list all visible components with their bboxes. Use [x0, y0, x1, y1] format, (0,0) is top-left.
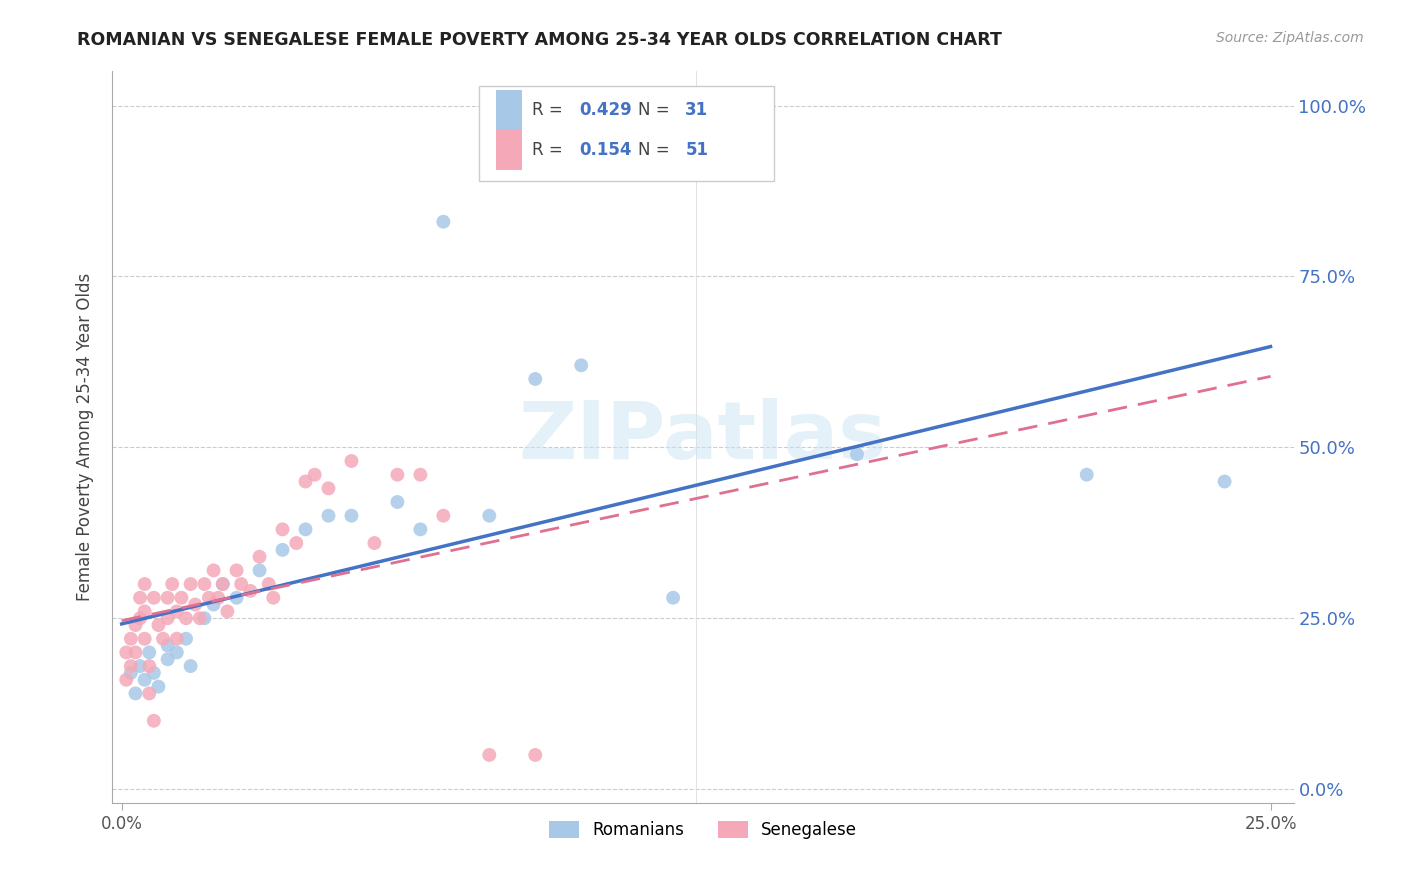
- Point: [129, 659, 152, 673]
- Text: Source: ZipAtlas.com: Source: ZipAtlas.com: [1216, 31, 1364, 45]
- Point: [271, 522, 294, 536]
- Point: [156, 652, 179, 666]
- FancyBboxPatch shape: [496, 90, 522, 130]
- Point: [129, 611, 152, 625]
- Text: R =: R =: [531, 101, 568, 120]
- Point: [160, 577, 183, 591]
- Point: [1213, 475, 1236, 489]
- Point: [340, 454, 363, 468]
- Point: [225, 591, 247, 605]
- Point: [294, 475, 316, 489]
- Point: [134, 673, 156, 687]
- Text: ROMANIAN VS SENEGALESE FEMALE POVERTY AMONG 25-34 YEAR OLDS CORRELATION CHART: ROMANIAN VS SENEGALESE FEMALE POVERTY AM…: [77, 31, 1002, 49]
- Point: [148, 618, 170, 632]
- Point: [138, 659, 160, 673]
- Point: [569, 359, 592, 373]
- Point: [166, 632, 188, 646]
- Point: [217, 604, 239, 618]
- Point: [231, 577, 253, 591]
- Point: [115, 645, 138, 659]
- Text: 0.429: 0.429: [579, 101, 631, 120]
- Point: [148, 680, 170, 694]
- FancyBboxPatch shape: [496, 129, 522, 169]
- Legend: Romanians, Senegalese: Romanians, Senegalese: [543, 814, 863, 846]
- Point: [387, 495, 409, 509]
- Point: [138, 645, 160, 659]
- Point: [120, 665, 142, 680]
- Point: [318, 481, 340, 495]
- Point: [202, 598, 225, 612]
- Point: [134, 604, 156, 618]
- Point: [202, 563, 225, 577]
- Point: [1076, 467, 1098, 482]
- Point: [294, 522, 316, 536]
- Point: [211, 577, 233, 591]
- Point: [166, 645, 188, 659]
- Point: [249, 563, 271, 577]
- Point: [120, 659, 142, 673]
- Text: N =: N =: [638, 101, 675, 120]
- Point: [257, 577, 280, 591]
- FancyBboxPatch shape: [478, 86, 773, 181]
- Text: N =: N =: [638, 141, 675, 159]
- Point: [198, 591, 221, 605]
- Point: [524, 372, 547, 386]
- Point: [138, 686, 160, 700]
- Point: [207, 591, 229, 605]
- Point: [524, 747, 547, 762]
- Point: [188, 611, 211, 625]
- Point: [142, 665, 165, 680]
- Point: [174, 632, 197, 646]
- Point: [432, 508, 454, 523]
- Point: [409, 467, 432, 482]
- Text: 0.154: 0.154: [579, 141, 631, 159]
- Point: [156, 611, 179, 625]
- Point: [409, 522, 432, 536]
- Y-axis label: Female Poverty Among 25-34 Year Olds: Female Poverty Among 25-34 Year Olds: [76, 273, 94, 601]
- Point: [239, 583, 262, 598]
- Point: [478, 508, 501, 523]
- Point: [271, 542, 294, 557]
- Point: [387, 467, 409, 482]
- Point: [124, 686, 146, 700]
- Text: 51: 51: [685, 141, 709, 159]
- Point: [262, 591, 284, 605]
- Point: [845, 447, 868, 461]
- Point: [478, 747, 501, 762]
- Text: ZIPatlas: ZIPatlas: [519, 398, 887, 476]
- Point: [304, 467, 326, 482]
- Point: [249, 549, 271, 564]
- Point: [156, 639, 179, 653]
- Point: [211, 577, 233, 591]
- Point: [432, 215, 454, 229]
- Point: [285, 536, 308, 550]
- Point: [340, 508, 363, 523]
- Point: [363, 536, 385, 550]
- Point: [120, 632, 142, 646]
- Point: [115, 673, 138, 687]
- Point: [318, 508, 340, 523]
- Point: [156, 591, 179, 605]
- Point: [180, 659, 202, 673]
- Point: [193, 577, 215, 591]
- Point: [180, 577, 202, 591]
- Point: [174, 611, 197, 625]
- Point: [166, 604, 188, 618]
- Point: [662, 591, 685, 605]
- Point: [142, 591, 165, 605]
- Point: [152, 632, 174, 646]
- Text: 31: 31: [685, 101, 709, 120]
- Point: [129, 591, 152, 605]
- Point: [134, 632, 156, 646]
- Point: [225, 563, 247, 577]
- Point: [124, 645, 146, 659]
- Point: [193, 611, 215, 625]
- Point: [134, 577, 156, 591]
- Point: [124, 618, 146, 632]
- Point: [142, 714, 165, 728]
- Text: R =: R =: [531, 141, 568, 159]
- Point: [184, 598, 207, 612]
- Point: [170, 591, 193, 605]
